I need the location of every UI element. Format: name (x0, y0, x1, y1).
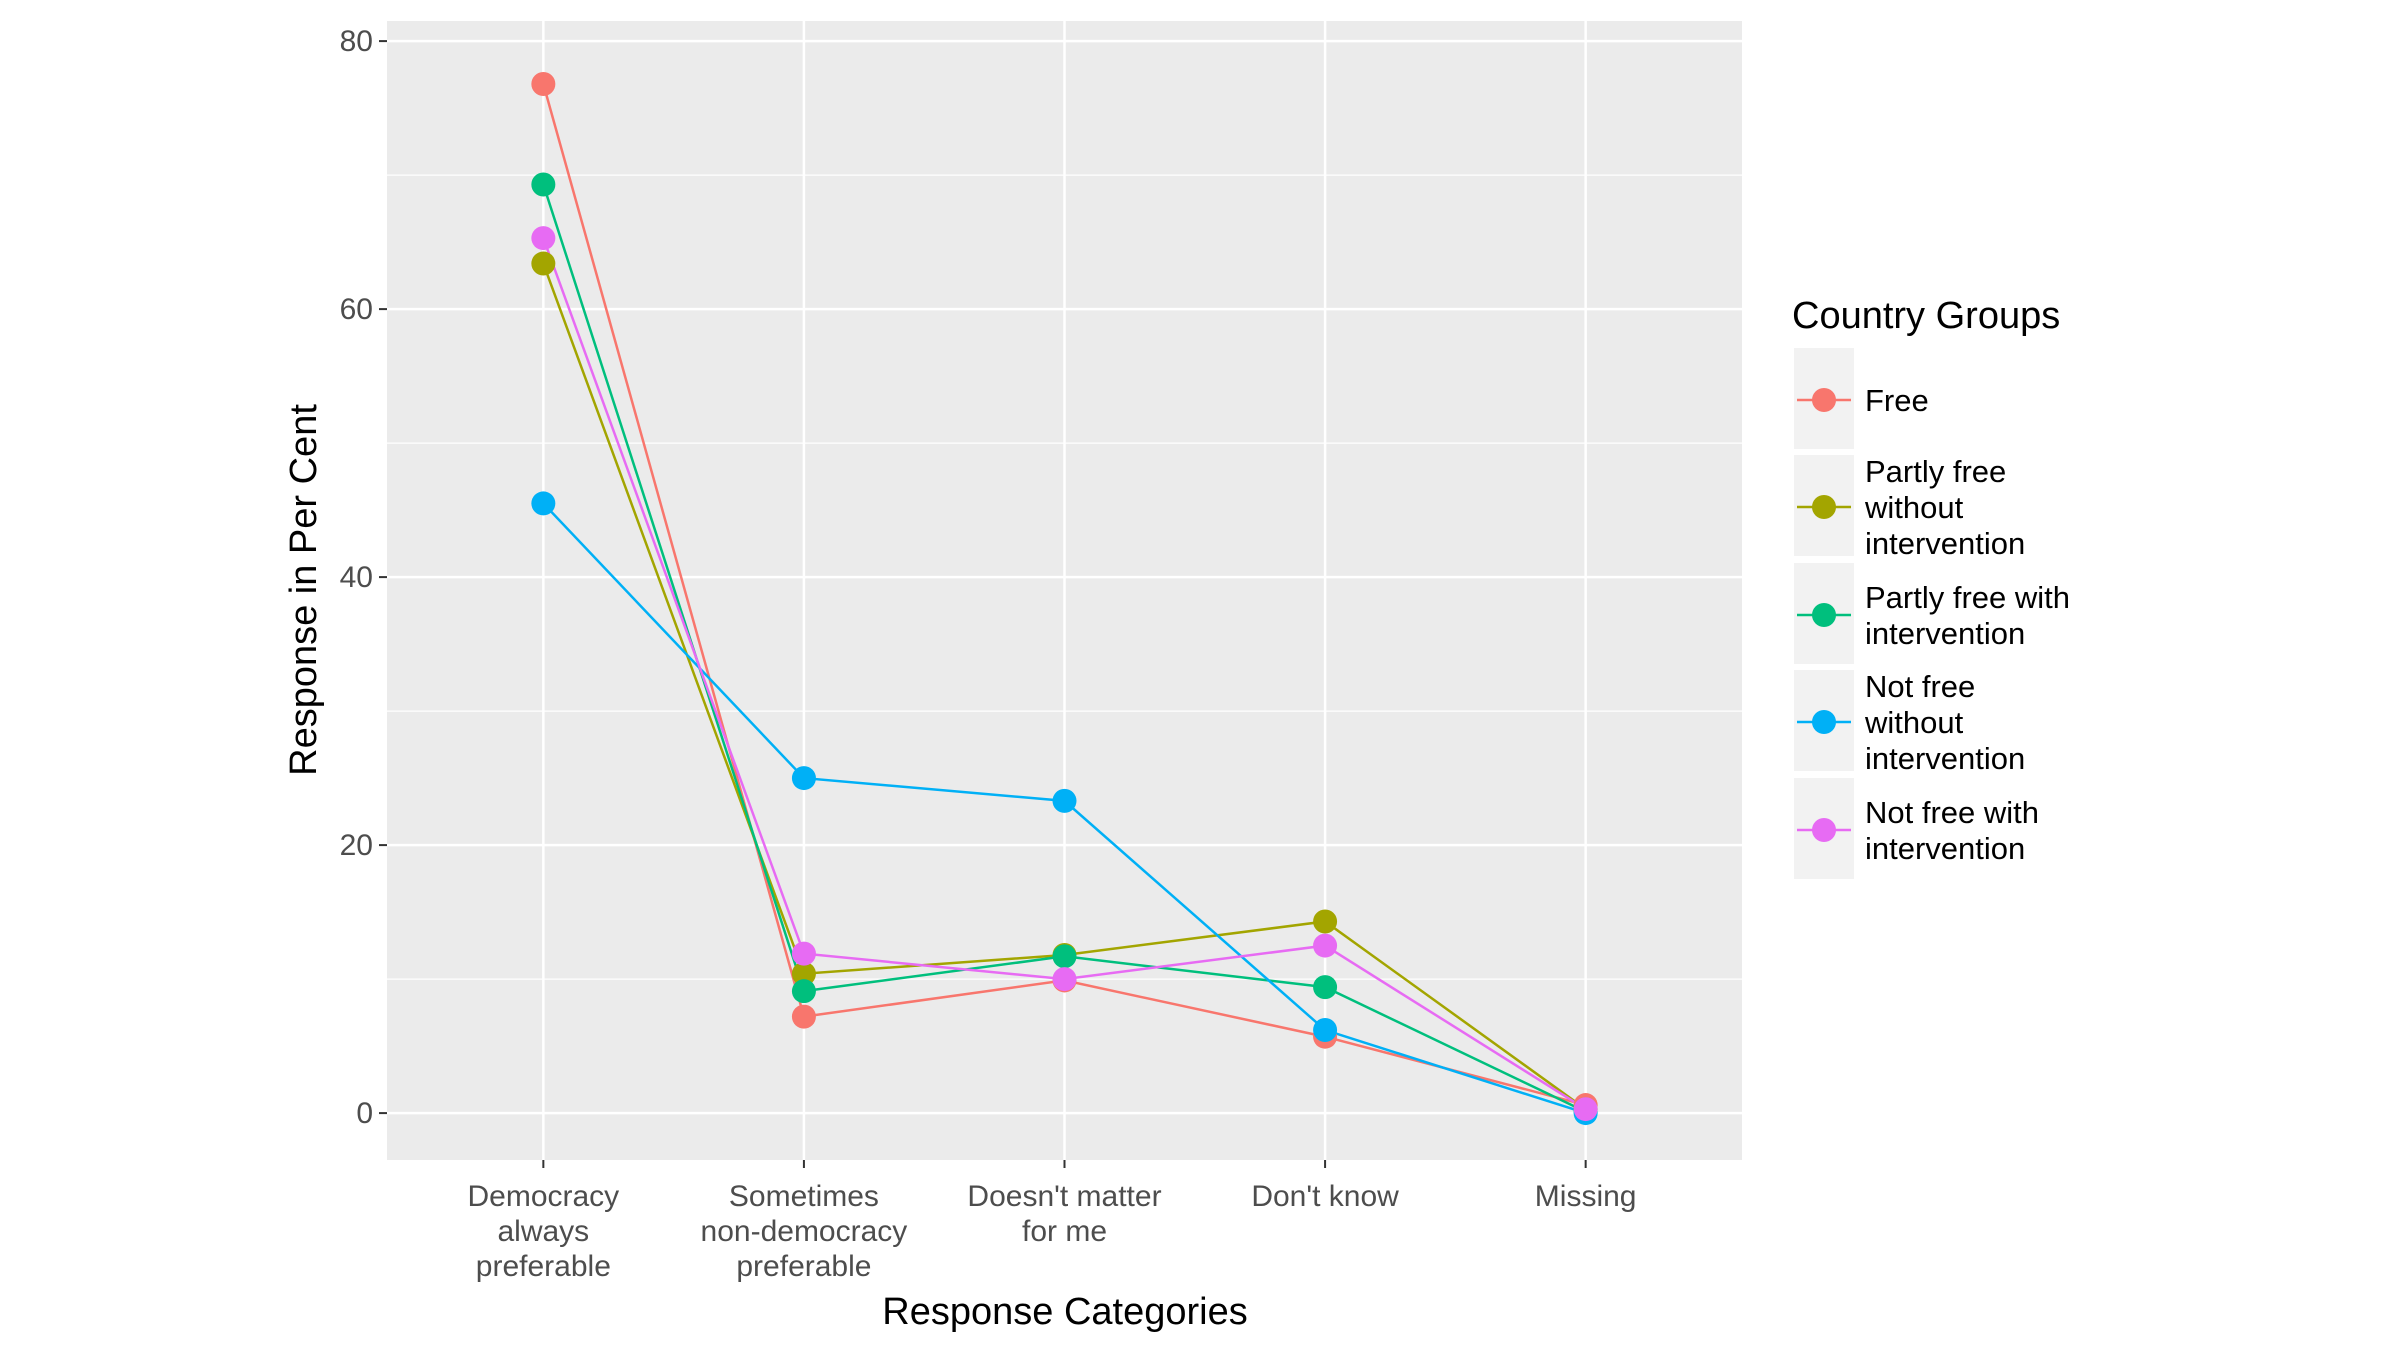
y-tick-label: 0 (356, 1097, 373, 1130)
y-axis-title: Response in Per Cent (283, 404, 325, 776)
data-point (531, 251, 556, 276)
y-tick-label: 40 (340, 561, 373, 594)
legend-label: intervention (1865, 616, 2025, 651)
data-point (1313, 1018, 1338, 1043)
x-tick-label: non-democracy (701, 1215, 908, 1248)
data-point (1313, 933, 1338, 958)
legend-key-point (1812, 710, 1836, 734)
data-point (791, 941, 816, 966)
data-point (1313, 975, 1338, 1000)
data-point (531, 491, 556, 516)
y-tick-label: 20 (340, 829, 373, 862)
data-point (791, 961, 816, 986)
legend-label: Free (1865, 383, 1929, 418)
x-tick-label: Doesn't matter (967, 1180, 1161, 1213)
data-point (1052, 944, 1077, 969)
data-point (531, 226, 556, 251)
legend-label: Not free with (1865, 795, 2039, 830)
legend-label: Partly free (1865, 454, 2006, 489)
x-axis-title: Response Categories (882, 1291, 1247, 1333)
legend-label: intervention (1865, 526, 2025, 561)
x-tick-label: Sometimes (729, 1180, 879, 1213)
legend-title: Country Groups (1792, 295, 2060, 337)
legend-label: Not free (1865, 669, 1975, 704)
data-point (531, 172, 556, 197)
series-group (531, 71, 1598, 1126)
axes: 020406080DemocracyalwayspreferableSometi… (340, 25, 1637, 1283)
data-point (1052, 788, 1077, 813)
legend-key-point (1812, 818, 1836, 842)
data-point (791, 766, 816, 791)
y-tick-label: 80 (340, 25, 373, 58)
data-point (1052, 967, 1077, 992)
x-tick-label: preferable (736, 1250, 871, 1283)
data-point (1313, 909, 1338, 934)
x-tick-label: always (497, 1215, 589, 1248)
legend-label: without (1864, 705, 1964, 740)
x-tick-label: Don't know (1251, 1180, 1399, 1213)
legend-label: intervention (1865, 741, 2025, 776)
legend-key-point (1812, 495, 1836, 519)
x-tick-label: Democracy (467, 1180, 619, 1213)
y-tick-label: 60 (340, 293, 373, 326)
x-tick-label: for me (1022, 1215, 1107, 1248)
legend-label: Partly free with (1865, 580, 2070, 615)
legend-key-point (1812, 603, 1836, 627)
data-point (1573, 1097, 1598, 1122)
x-tick-label: preferable (476, 1250, 611, 1283)
x-tick-label: Missing (1535, 1180, 1637, 1213)
data-point (791, 979, 816, 1004)
legend-label: without (1864, 490, 1964, 525)
data-point (531, 71, 556, 96)
legend-label: intervention (1865, 831, 2025, 866)
data-point (791, 1004, 816, 1029)
legend-key-point (1812, 388, 1836, 412)
